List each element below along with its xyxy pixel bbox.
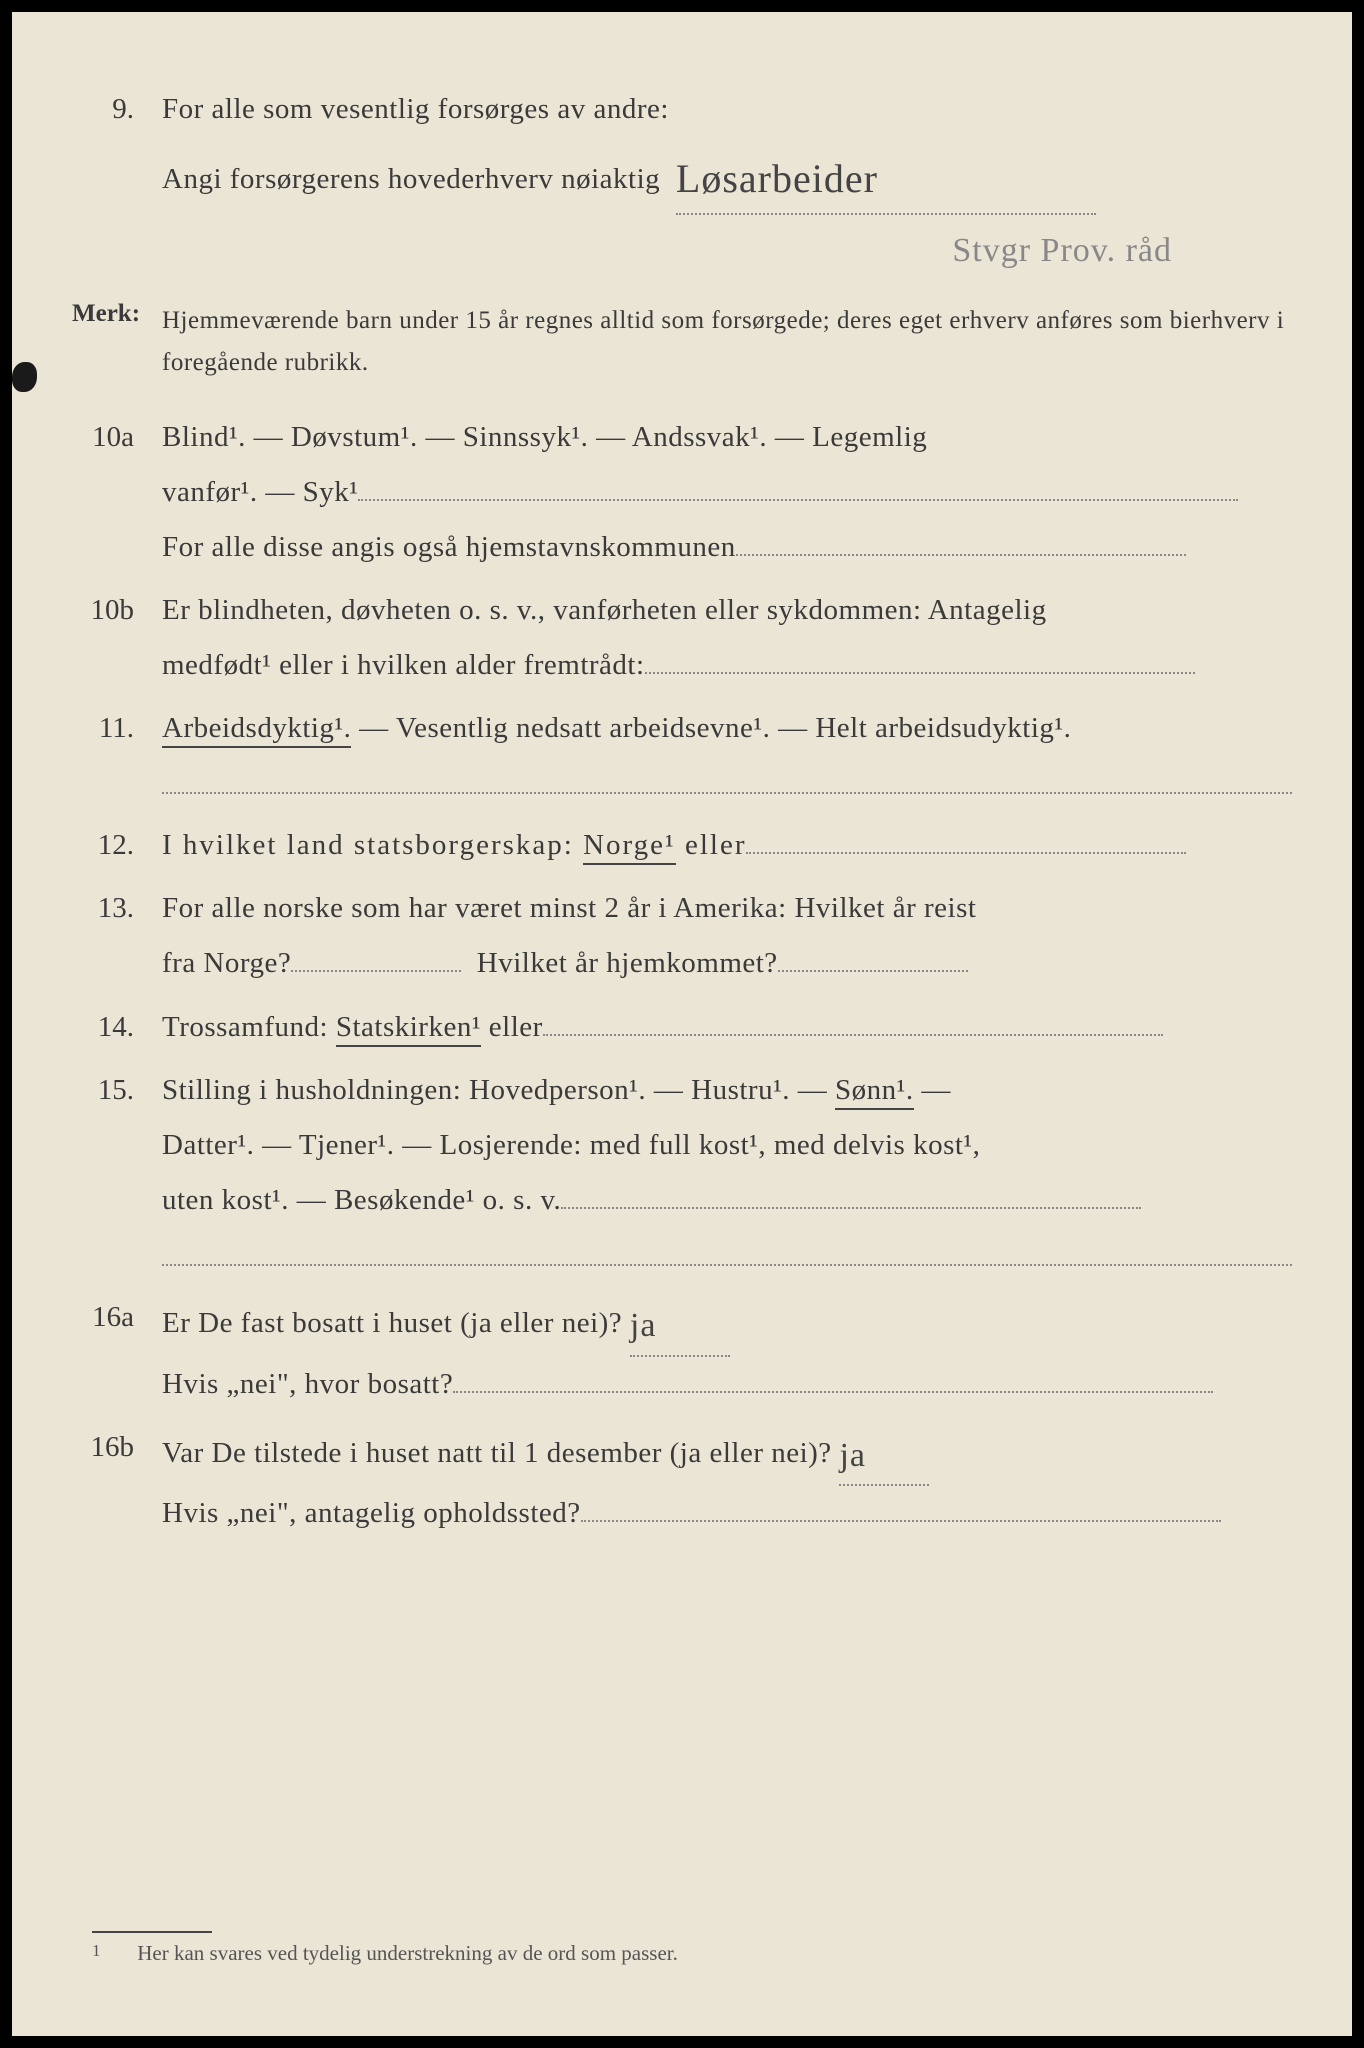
q9-line1: For alle som vesentlig forsørges av andr…	[162, 82, 1292, 137]
merk-note: Merk: Hjemmeværende barn under 15 år reg…	[72, 300, 1292, 385]
q11-number: 11.	[72, 701, 162, 756]
question-10b: 10b Er blindheten, døvheten o. s. v., va…	[72, 583, 1292, 693]
q11-underlined: Arbeidsdyktig¹.	[162, 712, 351, 748]
q16a-content: Er De fast bosatt i huset (ja eller nei)…	[162, 1290, 1292, 1412]
q9-line3: Stvgr Prov. råd	[162, 215, 1292, 280]
question-15: 15. Stilling i husholdningen: Hovedperso…	[72, 1063, 1292, 1228]
q15-line1: Stilling i husholdningen: Hovedperson¹. …	[162, 1063, 1292, 1118]
ink-blot	[12, 362, 37, 392]
q9-content: For alle som vesentlig forsørges av andr…	[162, 82, 1292, 280]
q11-content: Arbeidsdyktig¹. — Vesentlig nedsatt arbe…	[162, 701, 1292, 756]
q16b-number: 16b	[72, 1420, 162, 1475]
question-11: 11. Arbeidsdyktig¹. — Vesentlig nedsatt …	[72, 701, 1292, 756]
q16a-line2: Hvis „nei", hvor bosatt?	[162, 1357, 1292, 1412]
q16a-answer: ja	[630, 1307, 657, 1344]
q16a-number: 16a	[72, 1290, 162, 1345]
question-16a: 16a Er De fast bosatt i huset (ja eller …	[72, 1290, 1292, 1412]
footnote: 1 Her kan svares ved tydelig understrekn…	[92, 1931, 1292, 1966]
q11-blank-line	[162, 764, 1292, 794]
q13-content: For alle norske som har været minst 2 år…	[162, 881, 1292, 991]
q10b-line2: medfødt¹ eller i hvilken alder fremtrådt…	[162, 638, 1292, 693]
footnote-rule	[92, 1931, 212, 1933]
footnote-text: Her kan svares ved tydelig understreknin…	[137, 1941, 678, 1965]
q10a-line2: vanfør¹. — Syk¹	[162, 465, 1292, 520]
q15-line3: uten kost¹. — Besøkende¹ o. s. v.	[162, 1173, 1292, 1228]
q10a-content: Blind¹. — Døvstum¹. — Sinnssyk¹. — Andss…	[162, 410, 1292, 575]
q15-blank-line	[162, 1236, 1292, 1266]
q13-number: 13.	[72, 881, 162, 936]
q9-answer-line: Løsarbeider	[676, 137, 1096, 215]
merk-text: Hjemmeværende barn under 15 år regnes al…	[162, 300, 1292, 385]
question-14: 14. Trossamfund: Statskirken¹ eller	[72, 1000, 1292, 1055]
q10a-number: 10a	[72, 410, 162, 465]
q14-number: 14.	[72, 1000, 162, 1055]
q15-line2: Datter¹. — Tjener¹. — Losjerende: med fu…	[162, 1118, 1292, 1173]
q16a-line1: Er De fast bosatt i huset (ja eller nei)…	[162, 1290, 1292, 1357]
q16b-line2: Hvis „nei", antagelig opholdssted?	[162, 1486, 1292, 1541]
question-13: 13. For alle norske som har været minst …	[72, 881, 1292, 991]
question-9: 9. For alle som vesentlig forsørges av a…	[72, 82, 1292, 280]
question-10a: 10a Blind¹. — Døvstum¹. — Sinnssyk¹. — A…	[72, 410, 1292, 575]
q15-number: 15.	[72, 1063, 162, 1118]
q9-handwritten-1: Løsarbeider	[676, 156, 878, 201]
q10a-line3: For alle disse angis også hjemstavnskomm…	[162, 520, 1292, 575]
q9-number: 9.	[72, 82, 162, 137]
q16b-content: Var De tilstede i huset natt til 1 desem…	[162, 1420, 1292, 1542]
document-page: 9. For alle som vesentlig forsørges av a…	[12, 12, 1352, 2036]
q13-line1: For alle norske som har været minst 2 år…	[162, 881, 1292, 936]
q16b-line1: Var De tilstede i huset natt til 1 desem…	[162, 1420, 1292, 1487]
q9-handwritten-2: Stvgr Prov. råd	[952, 232, 1172, 269]
q14-content: Trossamfund: Statskirken¹ eller	[162, 1000, 1292, 1055]
q12-content: I hvilket land statsborgerskap: Norge¹ e…	[162, 818, 1292, 873]
q10b-line1: Er blindheten, døvheten o. s. v., vanfør…	[162, 583, 1292, 638]
q10b-number: 10b	[72, 583, 162, 638]
q10b-content: Er blindheten, døvheten o. s. v., vanfør…	[162, 583, 1292, 693]
q16b-answer: ja	[839, 1437, 866, 1474]
q15-content: Stilling i husholdningen: Hovedperson¹. …	[162, 1063, 1292, 1228]
q13-line2: fra Norge? Hvilket år hjemkommet?	[162, 936, 1292, 991]
q9-line2: Angi forsørgerens hovederhverv nøiaktig …	[162, 137, 1292, 215]
q10a-line1: Blind¹. — Døvstum¹. — Sinnssyk¹. — Andss…	[162, 410, 1292, 465]
q12-number: 12.	[72, 818, 162, 873]
question-12: 12. I hvilket land statsborgerskap: Norg…	[72, 818, 1292, 873]
question-16b: 16b Var De tilstede i huset natt til 1 d…	[72, 1420, 1292, 1542]
merk-label: Merk:	[72, 300, 162, 385]
footnote-number: 1	[92, 1941, 132, 1961]
